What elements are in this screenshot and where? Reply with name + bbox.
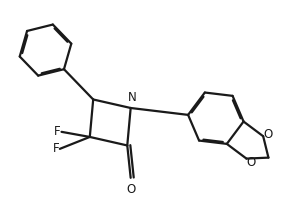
Text: O: O — [263, 128, 273, 141]
Text: F: F — [53, 142, 59, 155]
Text: O: O — [126, 183, 135, 196]
Text: F: F — [54, 125, 61, 138]
Text: N: N — [128, 91, 136, 104]
Text: O: O — [247, 156, 256, 169]
